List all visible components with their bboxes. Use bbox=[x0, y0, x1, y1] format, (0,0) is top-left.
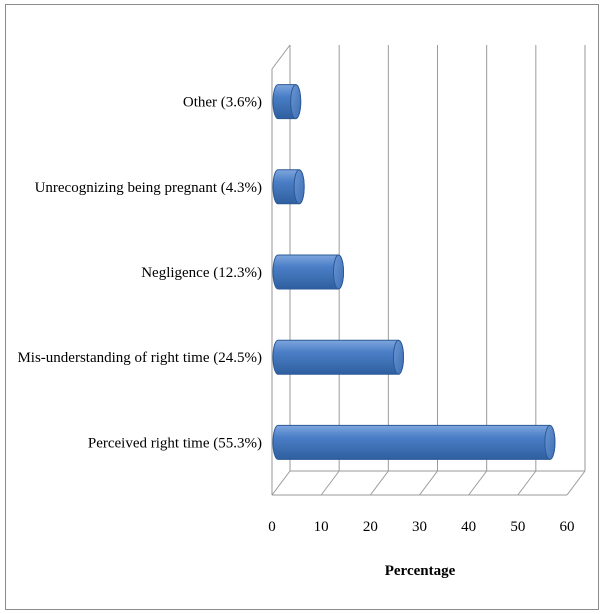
x-tick-30: 30 bbox=[412, 519, 427, 535]
floor-line-0 bbox=[271, 470, 291, 496]
floor-line-20 bbox=[369, 470, 389, 496]
bar-body-2 bbox=[272, 254, 344, 290]
x-tick-10: 10 bbox=[314, 519, 329, 535]
category-label-2: Negligence (12.3%) bbox=[141, 265, 262, 281]
category-label-0: Perceived right time (55.3%) bbox=[88, 435, 262, 451]
category-label-4: Other (3.6%) bbox=[183, 95, 262, 111]
bar-4 bbox=[272, 84, 302, 120]
bar-cap-2 bbox=[332, 254, 344, 290]
x-axis-title: Percentage bbox=[385, 563, 456, 579]
floor-line-60 bbox=[566, 470, 586, 496]
x-tick-20: 20 bbox=[363, 519, 378, 535]
bar-cap-1 bbox=[392, 339, 404, 375]
category-label-1: Mis-understanding of right time (24.5%) bbox=[17, 350, 262, 366]
bar-3 bbox=[272, 169, 305, 205]
bar-cap-3 bbox=[293, 169, 305, 205]
bar-body-1 bbox=[272, 339, 404, 375]
bar-cap-0 bbox=[544, 424, 556, 460]
floor-line-10 bbox=[320, 470, 340, 496]
category-labels: Perceived right time (55.3%) Mis-understa… bbox=[17, 95, 262, 452]
bar-cap-4 bbox=[290, 84, 302, 120]
floor-line-40 bbox=[468, 470, 488, 496]
bar-0 bbox=[272, 424, 556, 460]
bar-2 bbox=[272, 254, 344, 290]
x-tick-40: 40 bbox=[461, 519, 476, 535]
bar-body-0 bbox=[272, 424, 556, 460]
x-tick-50: 50 bbox=[510, 519, 525, 535]
floor-line-30 bbox=[419, 470, 438, 496]
x-tick-0: 0 bbox=[268, 519, 276, 535]
x-tick-60: 60 bbox=[560, 519, 575, 535]
chart-frame bbox=[5, 4, 599, 610]
floor-line-50 bbox=[517, 470, 537, 496]
side-wall bbox=[271, 44, 291, 495]
category-label-3: Unrecognizing being pregnant (4.3%) bbox=[35, 180, 262, 196]
chart-bars bbox=[272, 84, 556, 460]
bar-1 bbox=[272, 339, 404, 375]
x-tick-labels: 0 10 20 30 40 50 60 bbox=[268, 519, 574, 535]
